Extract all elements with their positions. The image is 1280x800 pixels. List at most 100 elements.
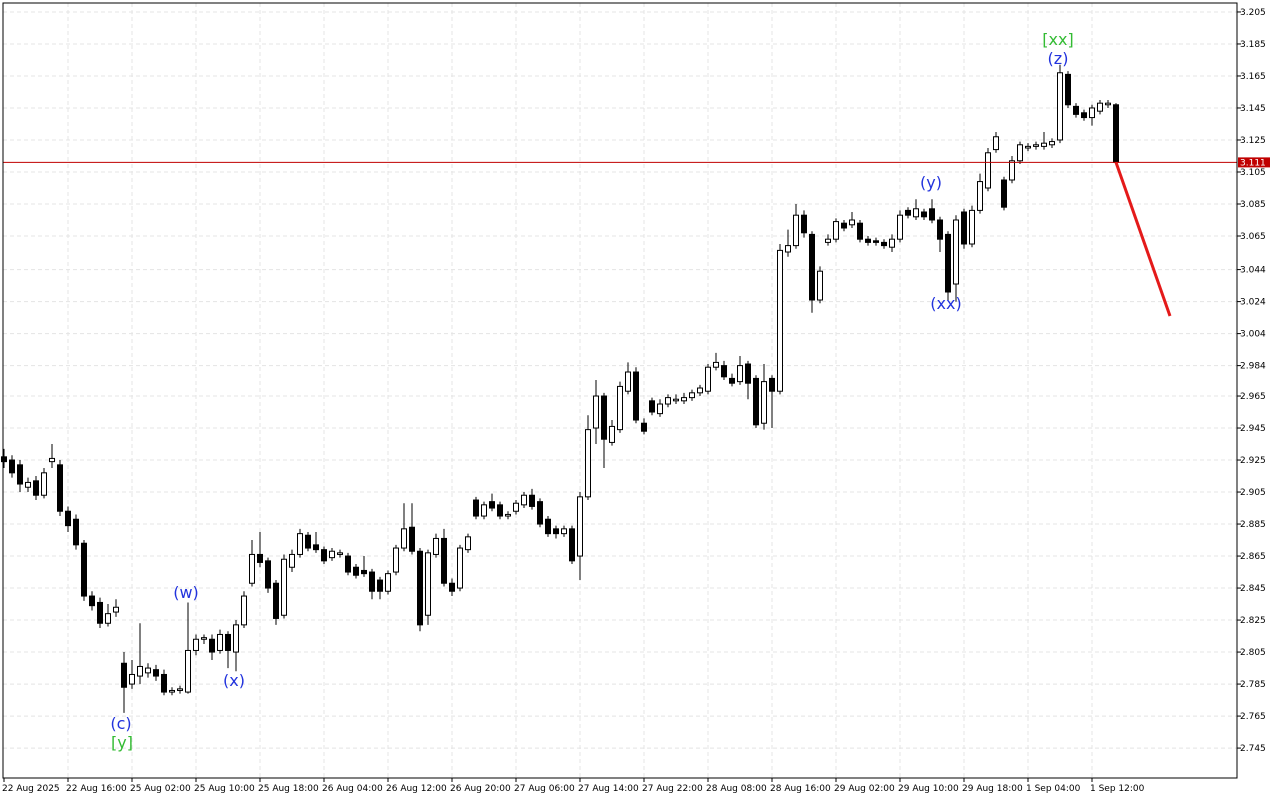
candle-body (329, 550, 335, 559)
candle-body (1041, 142, 1047, 147)
candle-body (73, 518, 79, 546)
y-tick-label: 3.125 (1240, 136, 1266, 146)
x-tick-label: 1 Sep 04:00 (1026, 784, 1081, 794)
candle-body (417, 550, 423, 626)
y-tick-label: 3.044 (1240, 266, 1266, 276)
candle-body (89, 595, 95, 607)
plot-frame (2, 2, 1238, 779)
candle-body (737, 365, 743, 383)
candle-body (913, 208, 919, 218)
candle-body (145, 667, 151, 674)
x-tick-label: 25 Aug 02:00 (130, 784, 191, 794)
candle-body (953, 219, 959, 285)
candle-body (1089, 107, 1095, 119)
candle-body (649, 400, 655, 413)
y-tick-label: 3.185 (1240, 40, 1266, 50)
wave-label: (c) (110, 714, 131, 733)
candle-body (1105, 102, 1111, 106)
candle-body (881, 241, 887, 247)
candle-body (665, 397, 671, 405)
candle-body (745, 363, 751, 384)
candle-body (569, 528, 575, 562)
candle-body (849, 219, 855, 226)
x-tick-label: 1 Sep 12:00 (1090, 784, 1145, 794)
candle-body (105, 613, 111, 624)
y-tick-label: 2.765 (1240, 712, 1266, 722)
x-tick-label: 26 Aug 20:00 (450, 784, 511, 794)
candle-body (1073, 105, 1079, 115)
candle-body (161, 673, 167, 693)
candle-body (345, 555, 351, 573)
wave-label: (z) (1048, 49, 1069, 68)
candle-body (137, 665, 143, 677)
candle-body (577, 496, 583, 557)
candle-body (401, 528, 407, 549)
candle-body (729, 377, 735, 384)
candle-body (753, 377, 759, 426)
y-tick-label: 3.205 (1240, 8, 1266, 18)
candle-body (225, 633, 231, 651)
candle-body (281, 558, 287, 616)
candle-body (1001, 179, 1007, 208)
candle-body (273, 582, 279, 619)
candle-body (697, 387, 703, 394)
candle-body (1097, 102, 1103, 112)
candle-body (449, 582, 455, 592)
candle-body (689, 392, 695, 399)
y-tick-label: 2.745 (1240, 744, 1266, 754)
candle-body (585, 429, 591, 498)
candle-body (361, 569, 367, 575)
x-tick-label: 27 Aug 06:00 (514, 784, 575, 794)
x-tick-label: 28 Aug 16:00 (770, 784, 831, 794)
candle-body (929, 208, 935, 221)
candle-body (209, 638, 215, 653)
candle-body (169, 689, 175, 693)
y-tick-label: 2.805 (1240, 648, 1266, 658)
candle-body (593, 395, 599, 429)
candle-body (801, 214, 807, 234)
candle-body (497, 504, 503, 517)
candle-body (657, 403, 663, 415)
x-tick-label: 25 Aug 18:00 (258, 784, 319, 794)
x-tick-label: 27 Aug 14:00 (578, 784, 639, 794)
wave-label: (x) (223, 671, 245, 690)
candle-body (313, 544, 319, 551)
candle-body (785, 245, 791, 253)
candle-body (1017, 144, 1023, 162)
candle-body (625, 371, 631, 392)
candle-body (1009, 160, 1015, 181)
candle-body (481, 504, 487, 517)
candle-body (857, 222, 863, 240)
candle-body (513, 502, 519, 512)
grid (3, 3, 1237, 778)
candle-body (369, 571, 375, 592)
candle-body (457, 547, 463, 589)
candle-body (529, 494, 535, 507)
candle-body (393, 547, 399, 573)
candle-body (425, 552, 431, 616)
y-tick-label: 2.785 (1240, 680, 1266, 690)
candle-body (41, 472, 47, 496)
candle-body (977, 181, 983, 211)
candle-body (129, 673, 135, 685)
candle-body (777, 249, 783, 392)
y-tick-label: 2.825 (1240, 616, 1266, 626)
candle-body (153, 669, 159, 677)
candle-body (865, 238, 871, 243)
candle-body (473, 499, 479, 517)
candle-body (553, 528, 559, 535)
candle-body (201, 637, 207, 640)
x-tick-label: 26 Aug 04:00 (322, 784, 383, 794)
candle-body (993, 136, 999, 151)
candle-body (713, 361, 719, 368)
candle-body (265, 560, 271, 589)
candle-body (1033, 144, 1039, 147)
candle-body (489, 501, 495, 509)
y-tick-label: 2.984 (1240, 362, 1266, 372)
y-tick-label: 2.945 (1240, 424, 1266, 434)
candle-body (521, 494, 527, 506)
candle-body (249, 553, 255, 584)
x-tick-label: 27 Aug 22:00 (642, 784, 703, 794)
wave-label: (y) (920, 173, 942, 192)
candle-body (545, 518, 551, 535)
